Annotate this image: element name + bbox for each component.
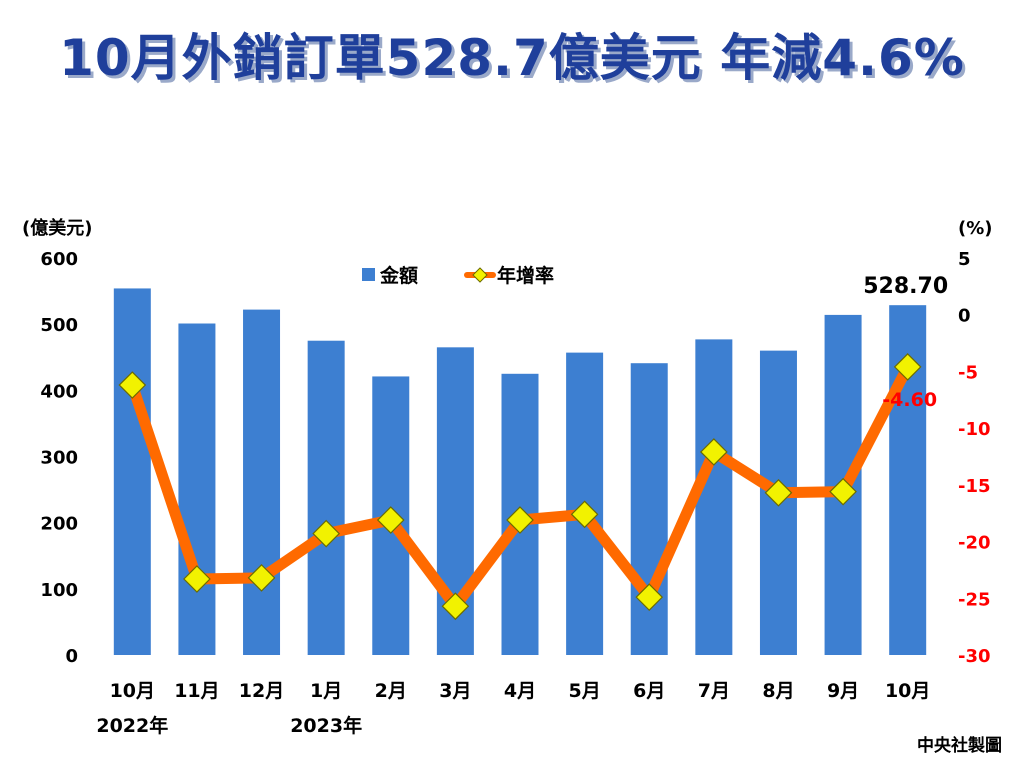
chart-title: 10月外銷訂單528.7億美元 年減4.6% <box>59 29 965 87</box>
left-tick-label: 600 <box>40 249 78 270</box>
line-point <box>247 564 276 592</box>
line-point <box>635 583 664 611</box>
left-tick-label: 300 <box>40 448 78 469</box>
bar <box>113 288 151 655</box>
line-point <box>183 565 211 593</box>
line-value-label: -4.60 <box>882 389 937 411</box>
x-axis: 10月 11月 12月 1月 2月 3月 4月 5月 6月 7月 8月 9月 10月 2022年 2023年 <box>96 680 930 737</box>
year-label: 2022年 <box>96 714 168 737</box>
line-point <box>506 506 534 534</box>
x-tick-label: 6月 <box>633 680 665 702</box>
left-tick-label: 0 <box>65 646 78 667</box>
left-tick-label: 500 <box>40 315 78 336</box>
credit-label: 中央社製圖 <box>917 736 1002 756</box>
bar <box>630 363 668 655</box>
x-tick-label: 2月 <box>375 680 407 702</box>
bar-value-label: 528.70 <box>863 274 948 299</box>
x-tick-label: 10月 <box>110 680 155 702</box>
left-axis-label: (億美元) <box>22 217 92 239</box>
left-tick-label: 200 <box>40 514 78 535</box>
line-point <box>699 438 728 466</box>
left-tick-label: 400 <box>40 381 78 402</box>
year-label: 2023年 <box>290 714 362 737</box>
bar <box>307 340 345 655</box>
right-tick-label: -10 <box>958 419 991 440</box>
x-tick-label: 9月 <box>827 680 859 702</box>
x-tick-label: 4月 <box>504 680 536 702</box>
line-point <box>570 500 599 529</box>
annotations: 528.70 -4.60 <box>863 274 948 411</box>
x-tick-label: 12月 <box>239 680 284 702</box>
line-point <box>829 477 857 506</box>
x-tick-label: 1月 <box>310 680 342 702</box>
bar-series <box>113 288 927 655</box>
x-tick-label: 3月 <box>439 680 471 702</box>
legend-label-bar: 金額 <box>379 264 418 287</box>
x-tick-label: 5月 <box>568 680 600 702</box>
legend: 金額 年增率 <box>362 264 554 287</box>
line-point <box>764 478 793 507</box>
right-axis-label: (%) <box>958 218 993 239</box>
right-tick-label: 5 <box>958 249 971 270</box>
right-tick-label: -20 <box>958 533 991 554</box>
line-point <box>312 519 341 548</box>
legend-swatch-marker <box>472 267 488 283</box>
x-tick-label: 7月 <box>698 680 730 702</box>
right-tick-label: -15 <box>958 476 991 497</box>
right-tick-label: 0 <box>958 306 971 327</box>
legend-label-line: 年增率 <box>497 264 554 287</box>
bar <box>695 339 733 655</box>
legend-swatch-bar <box>362 268 375 281</box>
line-point <box>118 371 147 399</box>
right-tick-label: -25 <box>958 589 991 610</box>
right-axis: (%) 5 0 -5 -10 -15 -20 -25 -30 <box>958 218 993 667</box>
x-tick-label: 10月 <box>885 680 930 702</box>
line-point <box>893 353 922 381</box>
x-tick-label: 11月 <box>174 680 219 702</box>
left-axis: (億美元) 0 100 200 300 400 500 600 <box>22 217 92 667</box>
right-tick-label: -30 <box>958 646 991 667</box>
line-markers <box>118 353 922 621</box>
bar <box>243 309 281 655</box>
left-tick-label: 100 <box>40 580 78 601</box>
right-tick-label: -5 <box>958 362 978 383</box>
bar <box>178 323 216 655</box>
line-point <box>441 592 470 621</box>
x-tick-label: 8月 <box>762 680 794 702</box>
line-point <box>376 506 405 534</box>
